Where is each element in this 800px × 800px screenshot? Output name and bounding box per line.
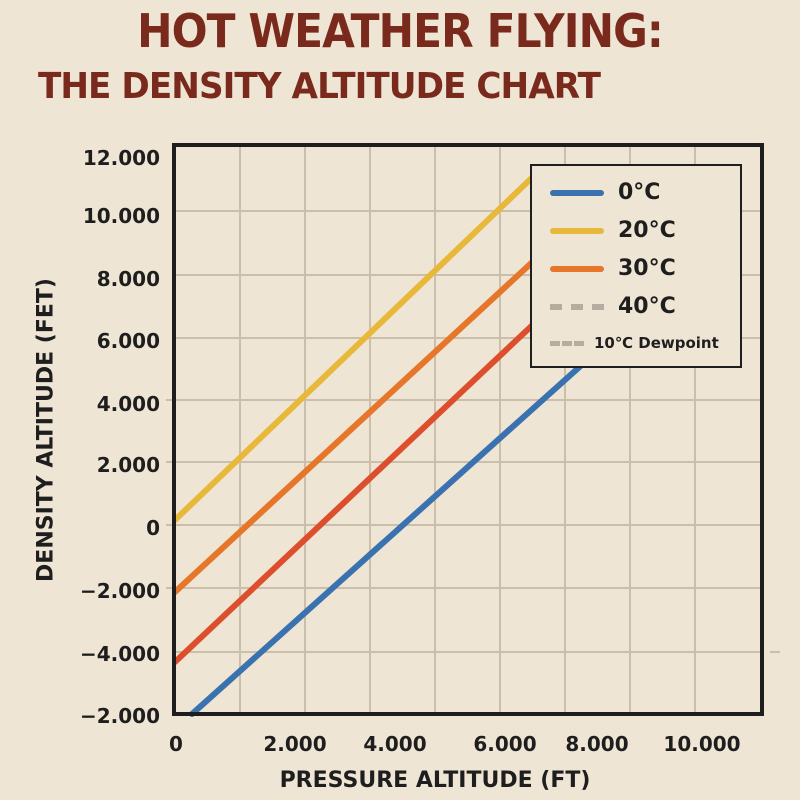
plot-frame [172, 143, 764, 716]
y-tick: −2.000 [79, 579, 160, 603]
legend-item-dewpoint: 10℃ Dewpoint [550, 334, 719, 352]
x-tick: 0 [169, 732, 183, 756]
y-tick: −2.000 [79, 704, 160, 728]
y-tick: 0 [146, 516, 160, 540]
y-tick: 10.000 [82, 204, 160, 228]
chart-title: HOT WEATHER FLYING: [137, 4, 664, 58]
y-tick: 8.000 [96, 267, 160, 291]
x-tick: 8.000 [565, 732, 629, 756]
chart-subtitle: THE DENSITY ALTITUDE CHART [38, 66, 601, 107]
y-tick: −4.000 [79, 642, 160, 666]
legend-label: 30°C [618, 256, 676, 281]
legend-swatch [550, 227, 604, 234]
legend-swatch [550, 189, 604, 196]
line-20c [172, 167, 543, 523]
legend: 0°C 20°C 30°C 40°C 10℃ Dewpoint [530, 164, 742, 368]
y-tick: 4.000 [96, 392, 160, 416]
legend-label: 40°C [618, 294, 676, 319]
y-axis-label: DENSITY ALTITUDE (FET) [33, 278, 59, 582]
legend-item-0c: 0°C [550, 180, 660, 205]
legend-item-20c: 20°C [550, 218, 676, 243]
x-tick: 10.000 [663, 732, 741, 756]
x-tick: 6.000 [473, 732, 537, 756]
line-0c [189, 359, 588, 717]
x-tick: 2.000 [263, 732, 327, 756]
legend-item-40c: 40°C [550, 294, 676, 319]
data-lines [172, 167, 588, 717]
y-tick: 6.000 [96, 329, 160, 353]
x-tick: 4.000 [363, 732, 427, 756]
legend-label: 10℃ Dewpoint [594, 334, 719, 352]
legend-swatch [550, 303, 604, 310]
legend-label: 20°C [618, 218, 676, 243]
y-tick: 2.000 [96, 453, 160, 477]
legend-swatch [550, 340, 584, 346]
line-red [172, 315, 543, 665]
y-tick: 12.000 [82, 146, 160, 170]
legend-swatch [550, 265, 604, 272]
line-30c [172, 252, 543, 595]
legend-label: 0°C [618, 180, 661, 205]
legend-item-30c: 30°C [550, 256, 676, 281]
x-axis-label: PRESSURE ALTITUDE (FT) [279, 768, 591, 793]
